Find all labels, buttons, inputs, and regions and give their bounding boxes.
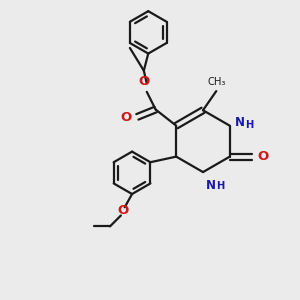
Text: H: H	[245, 119, 253, 130]
Text: N: N	[206, 178, 216, 192]
Text: O: O	[139, 75, 150, 88]
Text: O: O	[118, 204, 129, 217]
Text: H: H	[216, 181, 224, 191]
Text: CH₃: CH₃	[207, 77, 225, 87]
Text: N: N	[235, 116, 245, 129]
Text: O: O	[120, 111, 131, 124]
Text: O: O	[257, 150, 269, 163]
